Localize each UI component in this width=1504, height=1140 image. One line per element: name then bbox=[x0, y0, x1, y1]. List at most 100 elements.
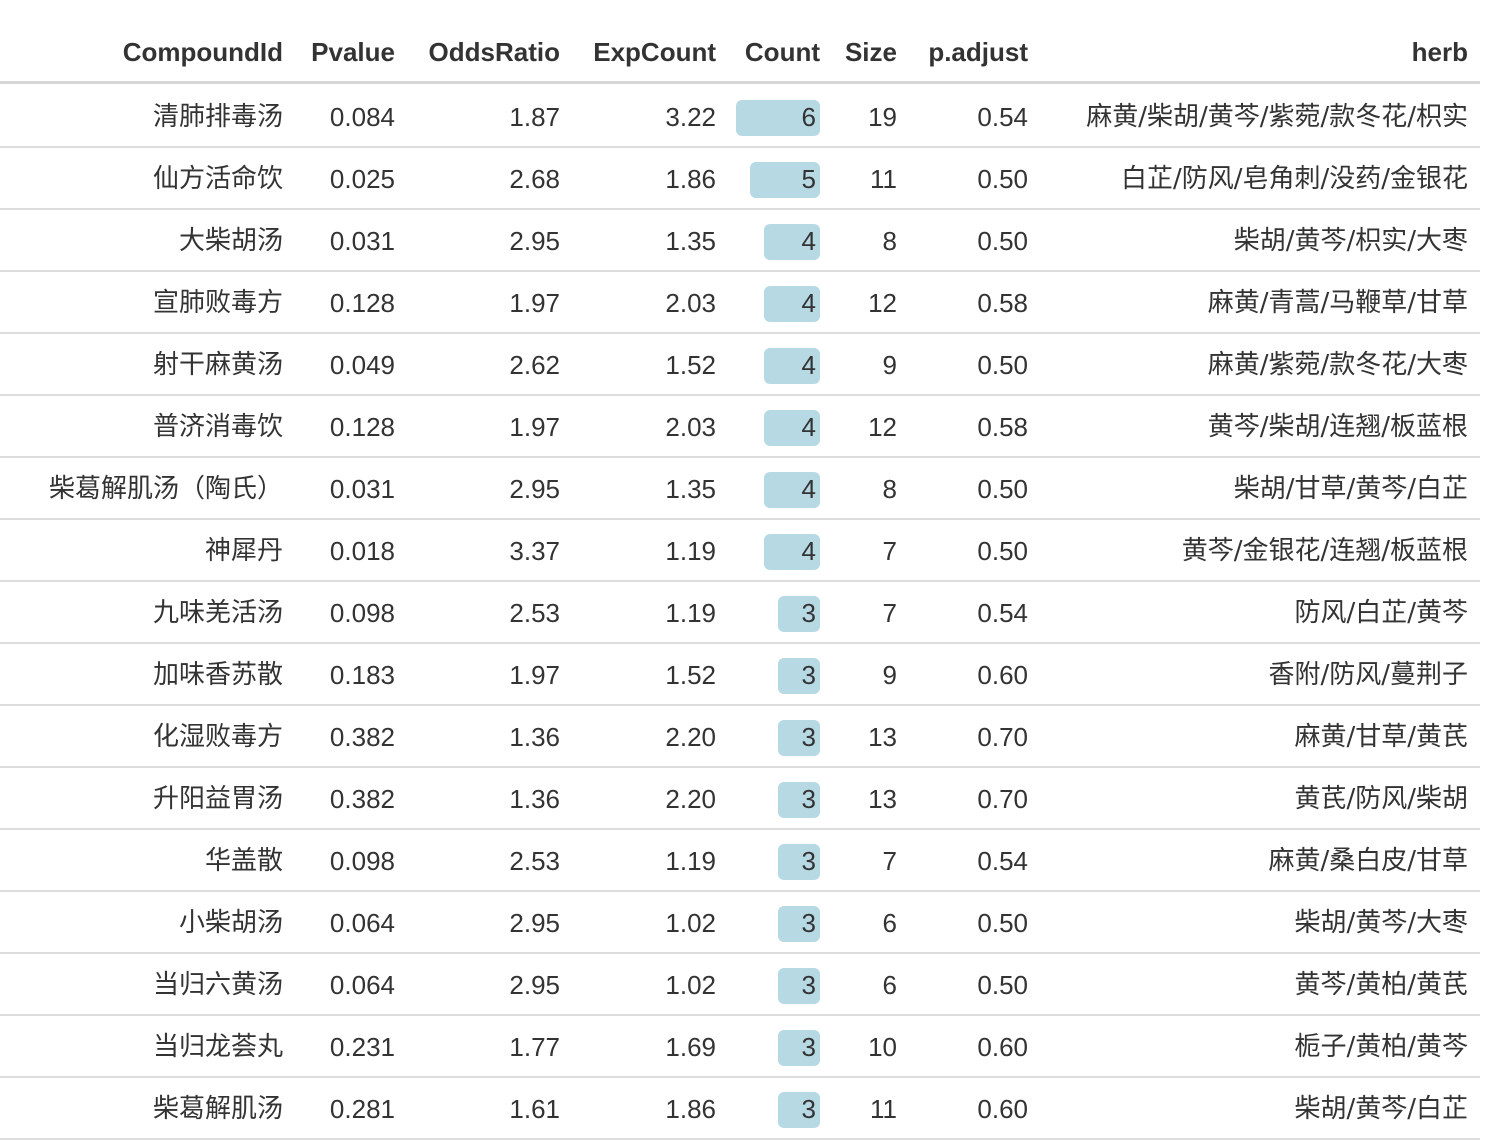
column-header-size[interactable]: Size bbox=[844, 37, 897, 67]
table-row: 当归龙荟丸 0.231 1.77 1.69 3 10 0.60 栀子/黄柏/黄芩 bbox=[0, 1016, 1480, 1078]
cell-compoundid: 当归六黄汤 bbox=[152, 970, 283, 1000]
count-value: 4 bbox=[801, 226, 816, 256]
cell-pvalue: 0.064 bbox=[329, 970, 395, 1000]
column-header-p-adjust[interactable]: p.adjust bbox=[928, 37, 1028, 67]
cell-expcount: 1.35 bbox=[665, 474, 716, 504]
cell-compoundid: 九味羌活汤 bbox=[152, 598, 283, 628]
table-row: 化湿败毒方 0.382 1.36 2.20 3 13 0.70 麻黄/甘草/黄芪 bbox=[0, 706, 1480, 768]
cell-compoundid: 小柴胡汤 bbox=[178, 908, 283, 938]
cell-compoundid: 大柴胡汤 bbox=[178, 226, 283, 256]
count-bar bbox=[778, 844, 820, 880]
cell-size: 7 bbox=[882, 598, 897, 628]
column-header-oddsratio[interactable]: OddsRatio bbox=[428, 37, 560, 67]
cell-compoundid: 清肺排毒汤 bbox=[152, 102, 283, 132]
column-header-compoundid[interactable]: CompoundId bbox=[122, 37, 283, 67]
cell-size: 8 bbox=[882, 226, 897, 256]
cell-compoundid: 射干麻黄汤 bbox=[152, 350, 283, 380]
count-bar bbox=[778, 782, 820, 818]
count-value: 3 bbox=[801, 1032, 816, 1062]
cell-expcount: 2.03 bbox=[665, 288, 716, 318]
cell-pvalue: 0.084 bbox=[329, 102, 395, 132]
cell-p-adjust: 0.54 bbox=[977, 846, 1028, 876]
cell-size: 7 bbox=[882, 536, 897, 566]
cell-expcount: 1.19 bbox=[665, 536, 716, 566]
cell-herb: 白芷/防风/皂角刺/没药/金银花 bbox=[1120, 164, 1468, 194]
count-value: 3 bbox=[801, 784, 816, 814]
cell-oddsratio: 1.77 bbox=[509, 1032, 560, 1062]
cell-p-adjust: 0.58 bbox=[977, 288, 1028, 318]
cell-compoundid: 当归龙荟丸 bbox=[152, 1032, 283, 1062]
header-divider bbox=[0, 81, 1480, 84]
cell-herb: 麻黄/紫菀/款冬花/大枣 bbox=[1207, 350, 1468, 380]
cell-compoundid: 华盖散 bbox=[204, 846, 283, 876]
count-bar bbox=[778, 968, 820, 1004]
cell-herb: 防风/白芷/黄芩 bbox=[1294, 598, 1468, 628]
count-bar bbox=[778, 1092, 820, 1128]
table-row: 当归六黄汤 0.064 2.95 1.02 3 6 0.50 黄芩/黄柏/黄芪 bbox=[0, 954, 1480, 1016]
cell-p-adjust: 0.50 bbox=[977, 908, 1028, 938]
cell-p-adjust: 0.50 bbox=[977, 226, 1028, 256]
cell-herb: 栀子/黄柏/黄芩 bbox=[1294, 1032, 1468, 1062]
table-row: 九味羌活汤 0.098 2.53 1.19 3 7 0.54 防风/白芷/黄芩 bbox=[0, 582, 1480, 644]
column-header-pvalue[interactable]: Pvalue bbox=[311, 37, 395, 67]
cell-size: 9 bbox=[882, 350, 897, 380]
column-header-herb[interactable]: herb bbox=[1411, 37, 1468, 67]
cell-expcount: 1.19 bbox=[665, 846, 716, 876]
cell-pvalue: 0.049 bbox=[329, 350, 395, 380]
cell-herb: 麻黄/青蒿/马鞭草/甘草 bbox=[1207, 288, 1468, 318]
cell-pvalue: 0.183 bbox=[329, 660, 395, 690]
cell-oddsratio: 2.53 bbox=[509, 846, 560, 876]
cell-oddsratio: 2.95 bbox=[509, 970, 560, 1000]
count-bar bbox=[764, 286, 820, 322]
cell-p-adjust: 0.50 bbox=[977, 164, 1028, 194]
cell-size: 9 bbox=[882, 660, 897, 690]
count-value: 3 bbox=[801, 908, 816, 938]
count-bar bbox=[764, 534, 820, 570]
cell-expcount: 1.19 bbox=[665, 598, 716, 628]
table-row: 宣肺败毒方 0.128 1.97 2.03 4 12 0.58 麻黄/青蒿/马鞭草/甘草 bbox=[0, 272, 1480, 334]
cell-herb: 柴胡/黄芩/大枣 bbox=[1294, 908, 1468, 938]
column-header-expcount[interactable]: ExpCount bbox=[593, 37, 716, 67]
count-bar bbox=[764, 472, 820, 508]
count-bar bbox=[764, 410, 820, 446]
count-bar bbox=[764, 348, 820, 384]
cell-size: 11 bbox=[870, 1094, 897, 1124]
cell-oddsratio: 1.97 bbox=[509, 412, 560, 442]
cell-p-adjust: 0.60 bbox=[977, 660, 1028, 690]
cell-pvalue: 0.098 bbox=[329, 846, 395, 876]
cell-expcount: 1.52 bbox=[665, 350, 716, 380]
cell-herb: 黄芪/防风/柴胡 bbox=[1294, 784, 1468, 814]
count-bar bbox=[778, 658, 820, 694]
cell-size: 6 bbox=[882, 970, 897, 1000]
cell-oddsratio: 1.36 bbox=[509, 722, 560, 752]
count-bar bbox=[778, 596, 820, 632]
cell-expcount: 3.22 bbox=[665, 102, 716, 132]
cell-oddsratio: 1.97 bbox=[509, 660, 560, 690]
cell-oddsratio: 1.97 bbox=[509, 288, 560, 318]
cell-expcount: 1.69 bbox=[665, 1032, 716, 1062]
count-value: 4 bbox=[801, 536, 816, 566]
cell-pvalue: 0.064 bbox=[329, 908, 395, 938]
count-value: 4 bbox=[801, 412, 816, 442]
count-value: 3 bbox=[801, 598, 816, 628]
cell-p-adjust: 0.50 bbox=[977, 350, 1028, 380]
cell-size: 6 bbox=[882, 908, 897, 938]
count-value: 3 bbox=[801, 722, 816, 752]
column-header-count[interactable]: Count bbox=[744, 37, 820, 67]
table-row: 清肺排毒汤 0.084 1.87 3.22 6 19 0.54 麻黄/柴胡/黄芩/紫菀/款冬花… bbox=[0, 86, 1480, 148]
cell-expcount: 2.20 bbox=[665, 784, 716, 814]
count-value: 6 bbox=[801, 102, 816, 132]
cell-size: 13 bbox=[868, 784, 897, 814]
count-bar bbox=[778, 906, 820, 942]
table-row: 华盖散 0.098 2.53 1.19 3 7 0.54 麻黄/桑白皮/甘草 bbox=[0, 830, 1480, 892]
table-row: 射干麻黄汤 0.049 2.62 1.52 4 9 0.50 麻黄/紫菀/款冬花/大枣 bbox=[0, 334, 1480, 396]
cell-expcount: 1.35 bbox=[665, 226, 716, 256]
table-row: 大柴胡汤 0.031 2.95 1.35 4 8 0.50 柴胡/黄芩/枳实/大枣 bbox=[0, 210, 1480, 272]
cell-p-adjust: 0.70 bbox=[977, 722, 1028, 752]
cell-herb: 黄芩/金银花/连翘/板蓝根 bbox=[1181, 536, 1468, 566]
cell-size: 8 bbox=[882, 474, 897, 504]
table-row: 柴葛解肌汤（陶氏） 0.031 2.95 1.35 4 8 0.50 柴胡/甘草/黄芩/白芷 bbox=[0, 458, 1480, 520]
cell-size: 10 bbox=[868, 1032, 897, 1062]
count-value: 3 bbox=[801, 846, 816, 876]
cell-size: 13 bbox=[868, 722, 897, 752]
